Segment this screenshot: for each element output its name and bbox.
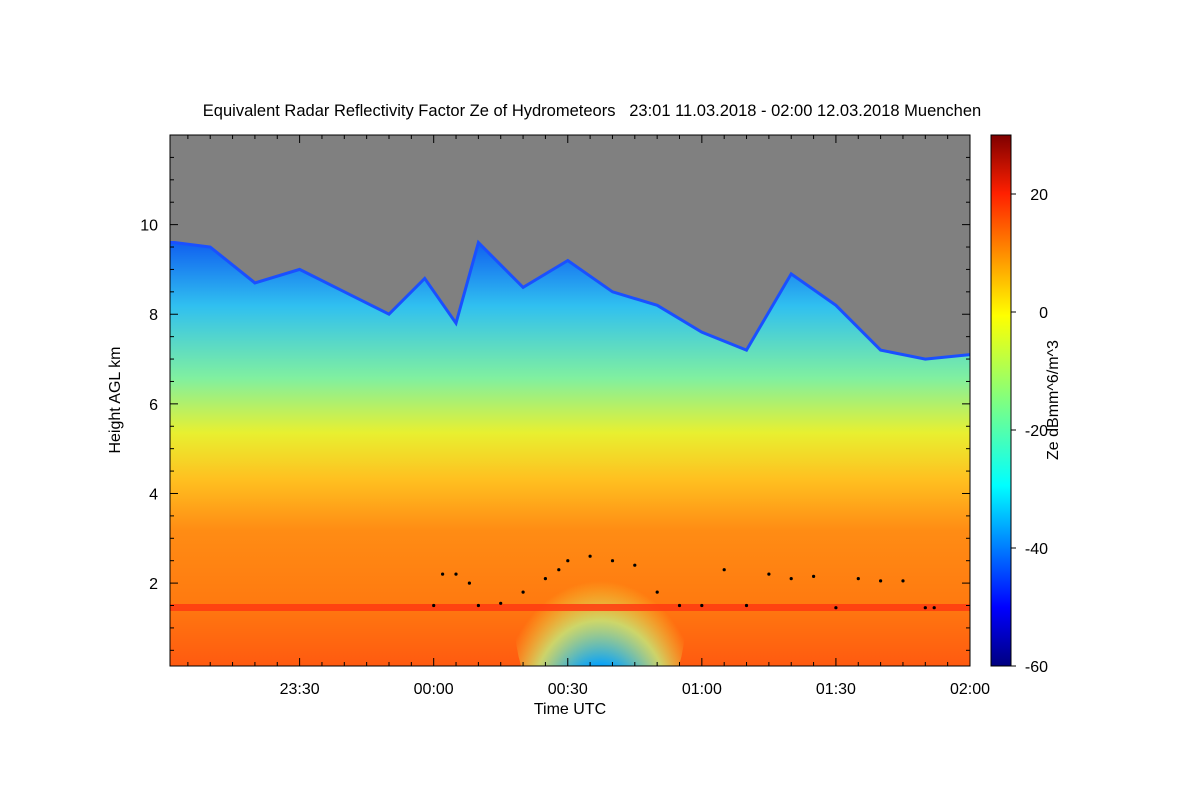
chart-title: Equivalent Radar Reflectivity Factor Ze … xyxy=(203,102,981,120)
cloud-base-point xyxy=(588,554,592,558)
low-reflectivity-column xyxy=(515,515,685,666)
y-axis: 2 4 6 8 10 xyxy=(140,134,970,651)
x-tick-label: 23:30 xyxy=(280,681,320,698)
plot-frame xyxy=(169,134,971,667)
x-tick-label: 00:00 xyxy=(414,681,454,698)
echo-top-edge xyxy=(170,239,970,361)
colorbar-ticks: -60 -40 -20 0 20 xyxy=(1011,187,1048,676)
cloud-base-point xyxy=(566,559,570,563)
y-axis-label: Height AGL km xyxy=(107,346,124,453)
x-tick-label: 01:30 xyxy=(816,681,856,698)
x-axis-label: Time UTC xyxy=(534,701,606,718)
cloud-base-point xyxy=(923,606,927,610)
cloud-base-point xyxy=(767,572,771,576)
colorbar xyxy=(990,134,1012,667)
cloud-base-point xyxy=(901,579,905,583)
cloud-base-point xyxy=(557,568,561,572)
x-tick-label: 01:00 xyxy=(682,681,722,698)
cloud-base-point xyxy=(521,590,525,594)
colorbar-tick-label: -60 xyxy=(1025,659,1048,676)
x-axis: 23:30 00:00 00:30 01:00 01:30 02:00 xyxy=(187,135,990,698)
cloud-base-point xyxy=(932,606,936,610)
x-tick-label: 00:30 xyxy=(548,681,588,698)
cloud-base-point xyxy=(633,563,637,567)
y-tick-label: 8 xyxy=(149,307,158,324)
cloud-base-point xyxy=(454,572,458,576)
y-tick-label: 10 xyxy=(140,218,158,235)
cloud-base-point xyxy=(856,577,860,581)
cloud-base-point xyxy=(722,568,726,572)
cloud-base-point xyxy=(700,603,704,608)
cloud-base-point xyxy=(476,603,480,608)
colorbar-label: Ze dBmm^6/m^3 xyxy=(1045,340,1062,460)
colorbar-tick-label: 20 xyxy=(1030,187,1048,204)
cloud-base-point xyxy=(834,606,838,610)
cloud-base-point xyxy=(441,572,445,576)
plot-area xyxy=(170,135,970,666)
melting-layer-band xyxy=(170,604,970,611)
cloud-base-point xyxy=(655,590,659,594)
cloud-base-point xyxy=(812,574,816,579)
cloud-base-point xyxy=(432,603,436,608)
cloud-base-point xyxy=(879,579,883,583)
cloud-base-point xyxy=(543,577,548,581)
cloud-base-point xyxy=(744,603,749,608)
y-tick-label: 6 xyxy=(149,397,158,414)
colorbar-tick-label: 0 xyxy=(1039,305,1048,322)
cloud-base-point xyxy=(610,559,615,563)
echo-region xyxy=(170,242,970,666)
y-tick-label: 4 xyxy=(149,486,158,503)
cloud-base-points xyxy=(432,554,936,610)
colorbar-tick-label: -20 xyxy=(1025,423,1048,440)
cloud-base-point xyxy=(789,577,793,581)
y-tick-label: 2 xyxy=(149,576,158,593)
cloud-base-point xyxy=(499,601,503,605)
cloud-base-point xyxy=(677,603,682,608)
cloud-base-point xyxy=(467,581,471,585)
x-tick-label: 02:00 xyxy=(950,681,990,698)
colorbar-tick-label: -40 xyxy=(1025,541,1048,558)
